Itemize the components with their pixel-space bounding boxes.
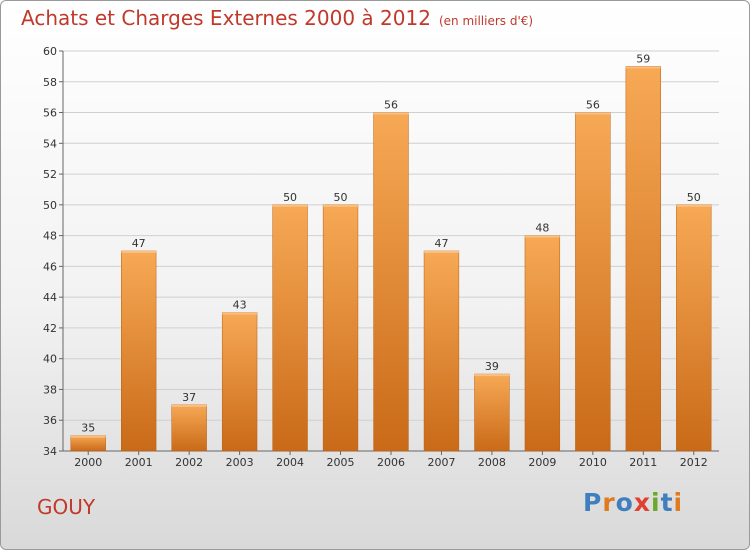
bar [70,435,106,452]
bar-highlight [524,235,560,238]
data-label: 39 [485,360,499,373]
data-label: 50 [687,191,701,204]
brand-letter: i [673,488,684,517]
x-tick-label: 2000 [74,456,102,469]
bars [70,66,712,452]
x-tick-label: 2009 [528,456,556,469]
y-tick-label: 46 [43,260,57,273]
data-label: 48 [535,222,549,235]
chart-title: Achats et Charges Externes 2000 à 2012 (e… [21,6,533,30]
data-label: 56 [384,99,398,112]
x-tick-label: 2005 [327,456,355,469]
data-label: 56 [586,99,600,112]
x-tick-label: 2006 [377,456,405,469]
y-tick-label: 56 [43,107,57,120]
y-tick-label: 60 [43,45,57,58]
y-tick-label: 34 [43,445,57,458]
axes: 34 36 38 40 42 44 46 48 50 52 54 56 58 60 2000 2001 2002… [43,45,719,469]
brand-letter: t [660,488,674,517]
bar [575,112,611,452]
bar-highlight [474,374,510,377]
x-tick-label: 2001 [125,456,153,469]
y-tick-label: 40 [43,353,57,366]
bar-highlight [424,251,459,253]
x-tick-label: 2007 [427,456,455,469]
y-tick-label: 58 [43,76,57,89]
x-tick-label: 2008 [478,456,506,469]
data-labels: 35 47 37 43 50 50 56 47 39 48 56 59 50 [81,52,701,434]
bar [121,250,157,452]
bar-highlight [625,66,661,69]
brand-letter: i [651,488,661,517]
bar-highlight [222,312,258,315]
commune-name: GOUY [37,495,96,519]
bar-highlight [121,251,157,253]
x-tick-label: 2004 [276,456,304,469]
brand-logo: Proxiti [583,488,683,517]
y-tick-label: 52 [43,168,57,181]
y-tick-label: 54 [43,137,57,150]
bar-highlight [323,204,358,207]
data-label: 47 [132,237,146,250]
bar-highlight [676,204,712,207]
bar [322,204,359,452]
y-tick-label: 48 [43,230,57,243]
y-tick-label: 38 [43,383,57,396]
bar-highlight [373,112,409,115]
bar-highlight [575,112,611,115]
brand-letter: P [583,488,603,517]
data-label: 37 [182,391,196,404]
y-tick-label: 50 [43,199,57,212]
x-tick-label: 2010 [579,456,607,469]
x-tick-label: 2011 [629,456,657,469]
y-tick-label: 44 [43,291,57,304]
x-tick-label: 2003 [226,456,254,469]
bar-highlight [171,404,207,407]
chart-subtitle: (en milliers d'€) [438,14,534,28]
data-label: 50 [283,191,297,204]
y-tick-label: 42 [43,322,57,335]
bar [625,66,661,452]
bar-highlight [70,435,106,438]
x-tick-label: 2002 [175,456,203,469]
brand-letter: o [615,488,634,517]
data-label: 35 [81,422,95,435]
bar [171,404,207,452]
bar [474,373,510,452]
bar [221,312,258,452]
brand-letter: r [602,488,616,517]
bar [373,112,409,452]
data-label: 59 [636,52,650,65]
data-label: 47 [434,237,448,250]
data-label: 50 [334,191,348,204]
chart-title-text: Achats et Charges Externes 2000 à 2012 [21,6,431,30]
bar [423,250,460,452]
y-tick-label: 36 [43,414,57,427]
bar [272,204,308,452]
bar-highlight [272,204,308,207]
bar [524,235,561,452]
bar [676,204,712,452]
data-label: 43 [233,299,247,312]
brand-letter: x [633,488,651,517]
x-tick-label: 2012 [680,456,708,469]
